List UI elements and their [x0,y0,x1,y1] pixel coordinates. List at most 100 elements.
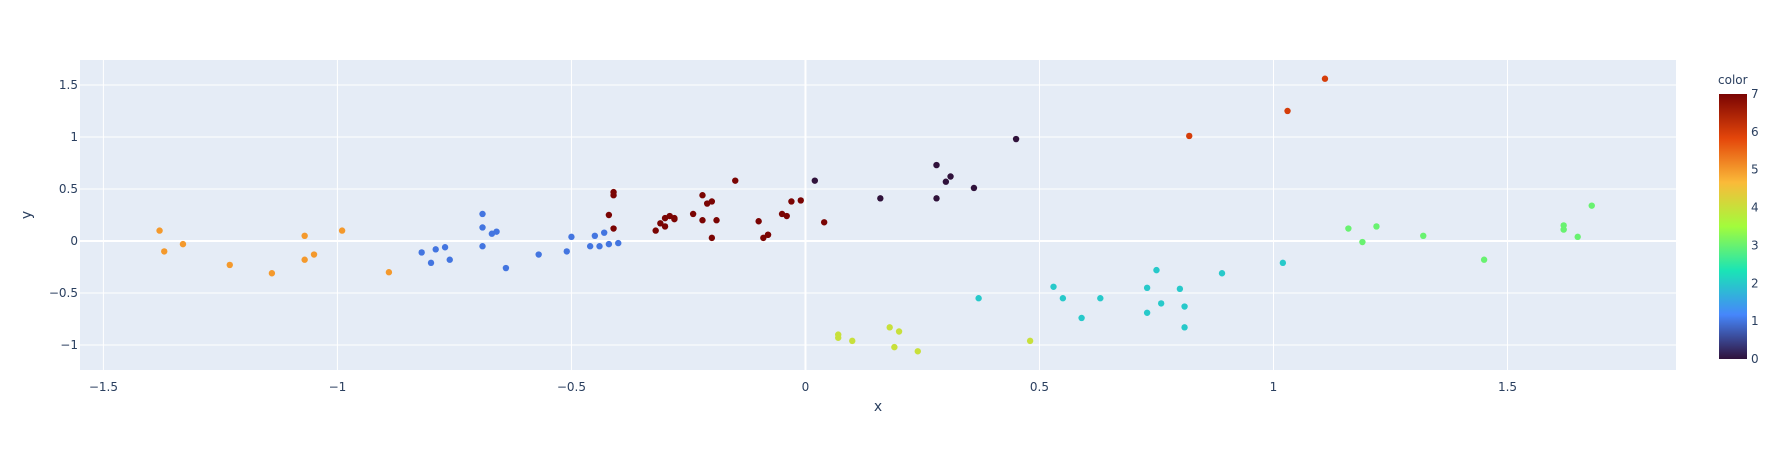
scatter-point [161,248,168,255]
colorbar: color 0 1 2 3 4 5 6 7 [1718,73,1759,366]
scatter-point [1345,225,1352,232]
scatter-point [886,324,893,331]
scatter-point [877,195,884,202]
scatter-point [179,240,187,248]
scatter-point [268,270,276,277]
scatter-point [755,218,762,225]
scatter-point [1181,303,1188,310]
scatter-point [610,225,617,232]
y-tick-label: 1.5 [59,78,78,92]
y-axis-title: y [19,211,35,219]
scatter-point [671,214,678,222]
grid-lines [80,60,1676,370]
scatter-point [310,251,318,258]
scatter-point [970,184,978,192]
scatter-point [1218,270,1226,277]
scatter-point [535,251,542,258]
scatter-point [764,231,772,238]
x-tick-label: −1 [329,380,347,394]
scatter-point [1143,309,1151,316]
scatter-point [591,232,599,240]
colorbar-ticks: 0 1 2 3 4 5 6 7 [1751,87,1759,366]
colorbar-tick-label: 0 [1751,352,1759,366]
scatter-point [788,198,795,205]
scatter-point [1373,223,1380,230]
scatter-point [933,195,940,202]
scatter-point [1284,107,1291,115]
scatter-point [301,232,308,240]
y-tick-label: 0 [70,234,78,248]
scatter-point [811,177,819,184]
scatter-point [760,234,767,242]
scatter-point [156,227,163,234]
scatter-point [1157,300,1165,307]
scatter-point [479,224,486,231]
scatter-point [1574,233,1581,241]
scatter-point [1279,259,1287,267]
x-tick-label: −0.5 [557,380,586,394]
y-tick-label: 0.5 [59,182,78,196]
scatter-point [1153,266,1160,274]
scatter-point [1059,295,1067,302]
scatter-point [338,227,346,234]
scatter-point [1588,202,1595,209]
scatter-point [895,328,903,335]
scatter-point [1097,295,1104,302]
scatter-point [615,239,622,247]
scatter-point [605,211,613,219]
scatter-point [596,243,603,250]
scatter-point [820,219,828,226]
scatter-point [600,229,608,236]
scatter-point [699,192,706,199]
y-tick-label: −0.5 [49,286,78,300]
scatter-point [783,212,790,220]
scatter-point [432,246,439,253]
scatter-point [568,233,575,241]
colorbar-gradient [1719,94,1747,359]
scatter-point [1050,283,1057,290]
scatter-point [1181,324,1188,331]
data-points [156,75,1595,355]
colorbar-title: color [1718,73,1748,87]
scatter-point [849,337,856,345]
x-tick-label: −1.5 [89,380,118,394]
scatter-point [713,217,720,224]
scatter-point [493,228,500,235]
scatter-point [427,259,435,267]
scatter-point [1012,135,1020,143]
scatter-point [586,243,594,250]
scatter-point [835,334,842,341]
plot-background [80,60,1676,370]
scatter-point [226,261,233,269]
scatter-point [699,217,706,224]
scatter-point [479,243,486,250]
scatter-point [1186,132,1193,140]
scatter-point [1560,226,1567,233]
colorbar-tick-label: 5 [1751,163,1759,177]
scatter-point [563,248,570,255]
scatter-point [1026,337,1034,345]
x-axis-title: x [874,399,882,415]
scatter-point [418,249,425,256]
scatter-point [732,177,739,184]
scatter-point [610,192,617,199]
x-tick-label: 1.5 [1498,380,1517,394]
scatter-point [975,295,982,302]
scatter-point [942,178,950,185]
scatter-point [1321,75,1329,82]
scatter-point [661,223,669,230]
scatter-point [689,210,697,218]
scatter-point [708,234,716,242]
scatter-point [385,269,393,276]
colorbar-tick-label: 6 [1751,125,1759,139]
scatter-point [1078,314,1085,322]
x-tick-label: 0.5 [1030,380,1049,394]
x-axis-ticks: −1.5 −1 −0.5 0 0.5 1 1.5 [89,380,1517,394]
colorbar-tick-label: 4 [1751,201,1759,215]
x-tick-label: 1 [1270,380,1278,394]
scatter-point [652,227,659,234]
scatter-point [933,161,940,169]
scatter-point [1480,256,1488,263]
scatter-point [1359,238,1366,246]
